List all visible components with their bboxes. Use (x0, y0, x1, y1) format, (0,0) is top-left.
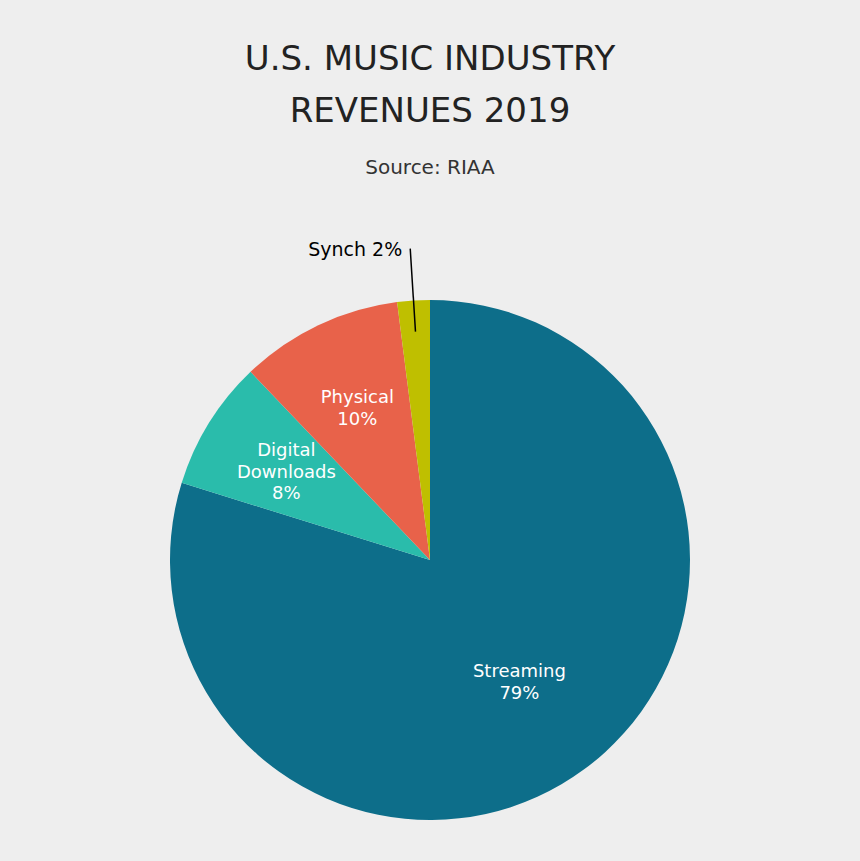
category-label: Streaming (473, 660, 566, 681)
category-label: DigitalDownloads (237, 438, 336, 481)
category-label: Synch (308, 238, 366, 260)
subtitle: Source: RIAA (365, 155, 495, 179)
slice-label: Synch 2% (308, 238, 402, 260)
pie-slice (397, 300, 430, 560)
leader-line (410, 249, 415, 332)
value-label: 79% (499, 682, 539, 703)
title: REVENUES 2019 (290, 90, 571, 130)
value-label: 2% (372, 238, 402, 260)
labels: Streaming79% DigitalDownloads8% Physical10… (237, 238, 566, 703)
category-label: Physical (321, 386, 394, 407)
chart: U.S. MUSIC INDUSTRY REVENUES 2019 Source: … (0, 0, 860, 861)
slices (170, 300, 690, 820)
title: U.S. MUSIC INDUSTRY (245, 38, 616, 78)
background (0, 0, 860, 861)
value-label: 8% (272, 482, 301, 503)
value-label: 10% (337, 408, 377, 429)
pie-slice (170, 300, 690, 820)
